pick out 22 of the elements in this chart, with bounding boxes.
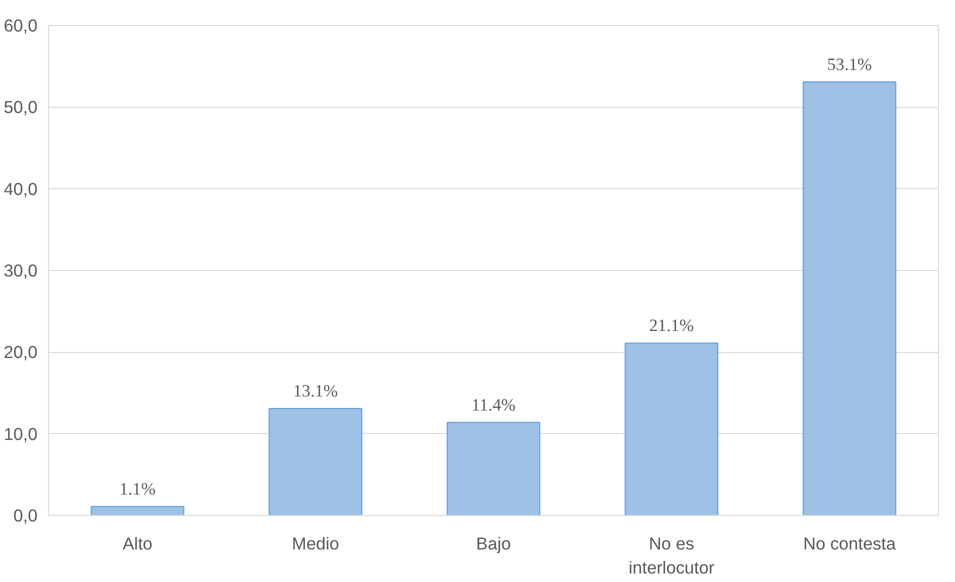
y-tick-label: 40,0 <box>4 178 38 199</box>
data-label: 53.1% <box>827 54 872 74</box>
y-tick-label: 60,0 <box>4 16 38 36</box>
x-tick-label: Alto <box>122 534 152 554</box>
x-tick-label: Medio <box>292 534 340 554</box>
data-label: 21.1% <box>649 316 694 336</box>
x-tick-label: Bajo <box>476 534 511 554</box>
y-tick-label: 0,0 <box>13 506 38 526</box>
bar <box>802 81 896 516</box>
bar <box>624 342 718 516</box>
bar <box>268 408 362 516</box>
x-tick-label: No contesta <box>803 534 896 554</box>
data-label: 13.1% <box>293 382 338 401</box>
bar <box>446 422 540 516</box>
y-tick-label: 50,0 <box>4 97 38 118</box>
data-label: 11.4% <box>471 395 516 414</box>
bar <box>90 506 184 516</box>
y-tick-label: 10,0 <box>4 424 38 444</box>
y-tick-label: 30,0 <box>4 260 38 280</box>
y-tick-label: 20,0 <box>4 342 38 362</box>
x-tick-label: No es interlocutor <box>628 534 715 578</box>
data-label: 1.1% <box>119 480 156 499</box>
